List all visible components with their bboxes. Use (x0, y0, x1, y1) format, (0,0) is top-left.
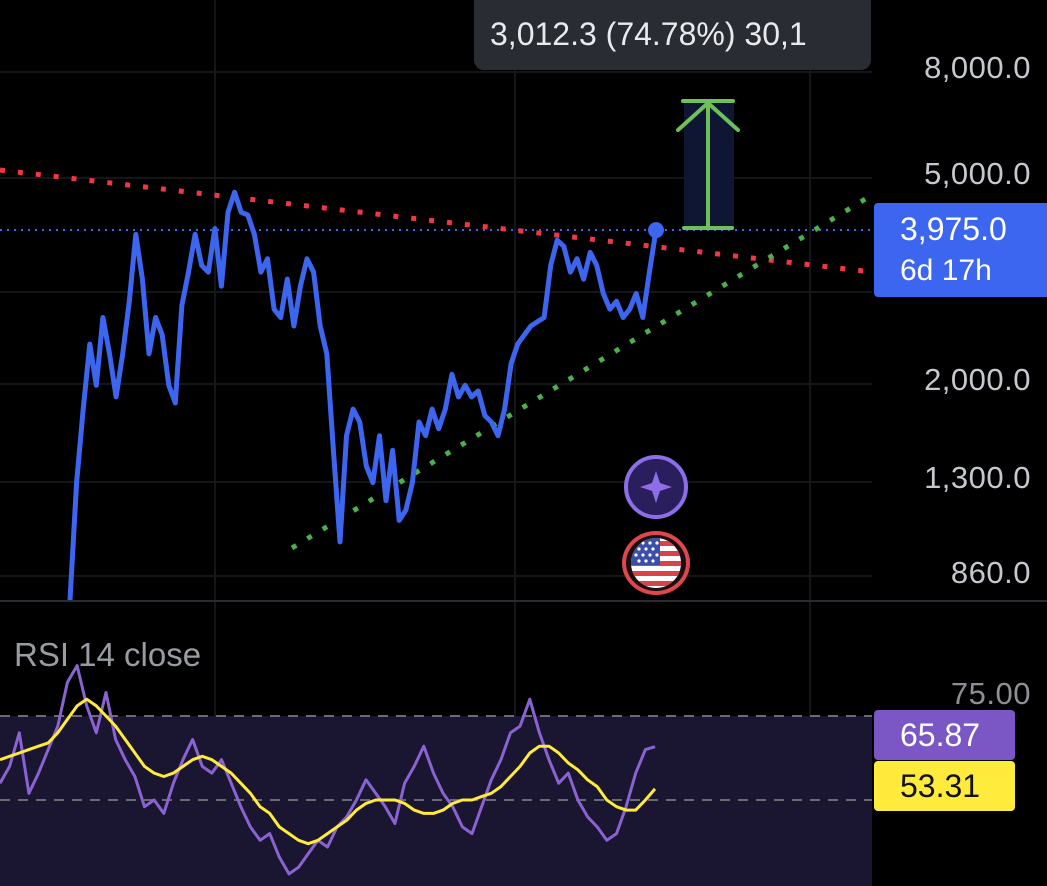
price-axis-tick: 2,000.0 (924, 362, 1031, 397)
measure-tooltip: 3,012.3 (74.78%) 30,1 (474, 0, 871, 70)
rsi-series-line[interactable] (0, 664, 656, 876)
price-axis-tick: 1,300.0 (924, 460, 1031, 495)
sparkle-icon[interactable] (624, 455, 688, 519)
price-axis-tick: 5,000.0 (924, 156, 1031, 191)
rsi-axis-tick: 75.00 (950, 676, 1031, 711)
arrow-up-icon[interactable] (676, 99, 740, 230)
price-series-line[interactable] (67, 189, 659, 601)
rsi-value-badge[interactable]: 65.87 (874, 710, 1015, 760)
rsi-indicator-title[interactable]: RSI 14 close (14, 636, 202, 673)
bar-countdown: 6d 17h (900, 254, 992, 287)
measure-tooltip-text: 3,012.3 (74.78%) 30,1 (490, 16, 807, 52)
last-price-dot (648, 222, 664, 239)
price-axis-tick: 8,000.0 (924, 50, 1031, 85)
rsi-ma-line[interactable] (0, 697, 657, 846)
current-price-badge[interactable]: 3,975.0 6d 17h (874, 203, 1047, 297)
current-price-value: 3,975.0 (900, 211, 1007, 247)
resistance-trendline[interactable] (0, 167, 873, 275)
support-trendline[interactable] (290, 192, 874, 551)
us-flag-icon[interactable] (622, 531, 690, 595)
rsi-ma-value-badge[interactable]: 53.31 (874, 761, 1015, 811)
price-axis-tick: 860.0 (950, 555, 1031, 590)
